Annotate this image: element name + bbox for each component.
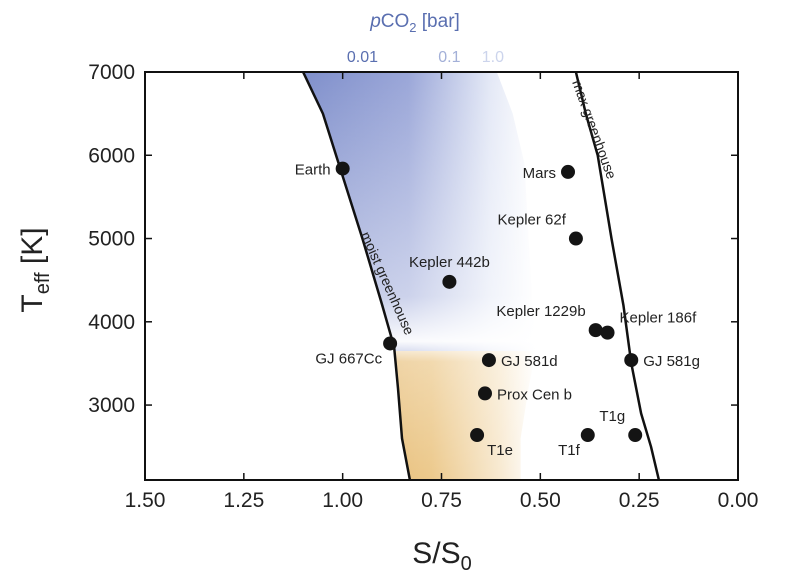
planet-label-kepler-62f: Kepler 62f	[498, 212, 567, 229]
planet-label-prox-cen-b: Prox Cen b	[497, 386, 572, 403]
planet-label-kepler-1229b: Kepler 1229b	[496, 303, 585, 320]
planet-point-gj-581d	[481, 353, 496, 368]
max-greenhouse-curve	[574, 72, 661, 480]
planet-label-kepler-186f: Kepler 186f	[620, 310, 698, 327]
top-axis-tick-label: 0.1	[438, 49, 460, 66]
planet-label-earth: Earth	[295, 162, 331, 179]
axis-ticks: 1.50 1.25 1.00 0.75 0.50 0.25 0.00 3000 4000 5000…	[88, 49, 758, 512]
moist-greenhouse-curve	[301, 72, 412, 480]
band-transition	[145, 72, 738, 480]
planet-point-gj-667cc	[383, 336, 398, 351]
x-tick-label: 1.00	[322, 489, 363, 512]
planet-label-kepler-442b: Kepler 442b	[409, 254, 490, 271]
y-tick-label: 5000	[88, 228, 135, 251]
y-tick-label: 6000	[88, 144, 135, 167]
planet-points: Earth Mars Kepler 62f Kepler 442b Kepler 122…	[295, 161, 700, 459]
planet-label-gj-667cc: GJ 667Cc	[315, 350, 382, 367]
planet-point-t1f	[580, 428, 595, 443]
y-tick-label: 7000	[88, 61, 135, 84]
planet-point-prox-cen-b	[477, 386, 492, 401]
x-tick-label: 0.00	[718, 489, 759, 512]
planet-label-gj-581d: GJ 581d	[501, 353, 558, 370]
planet-point-kepler-1229b	[588, 323, 603, 338]
top-axis-tick-label: 0.01	[347, 49, 378, 66]
planet-point-kepler-442b	[442, 274, 457, 289]
planet-point-t1e	[470, 428, 485, 443]
planet-label-gj-581g: GJ 581g	[643, 353, 700, 370]
y-tick-label: 3000	[88, 394, 135, 417]
y-tick-label: 4000	[88, 311, 135, 334]
planet-label-t1f: T1f	[558, 442, 581, 459]
x-tick-label: 0.75	[421, 489, 462, 512]
planet-point-kepler-62f	[568, 231, 583, 246]
planet-point-mars	[561, 164, 576, 179]
x-axis-title: S/S0	[412, 537, 471, 575]
planet-point-kepler-186f	[600, 325, 615, 340]
top-axis-tick-label: 1.0	[482, 49, 504, 66]
planet-label-t1e: T1e	[487, 442, 513, 459]
planet-point-t1g	[628, 428, 643, 443]
x-tick-label: 0.50	[520, 489, 561, 512]
x-tick-label: 1.25	[223, 489, 264, 512]
y-axis-title: Teff [K]	[16, 227, 54, 312]
habitable-zone-bands	[145, 72, 738, 480]
x-tick-label: 1.50	[125, 489, 166, 512]
x-tick-label: 0.25	[619, 489, 660, 512]
planet-point-gj-581g	[624, 353, 639, 368]
planet-label-t1g: T1g	[599, 408, 625, 425]
planet-label-mars: Mars	[523, 165, 556, 182]
planet-point-earth	[335, 161, 350, 176]
top-axis-title: pCO2 [bar]	[369, 11, 460, 35]
